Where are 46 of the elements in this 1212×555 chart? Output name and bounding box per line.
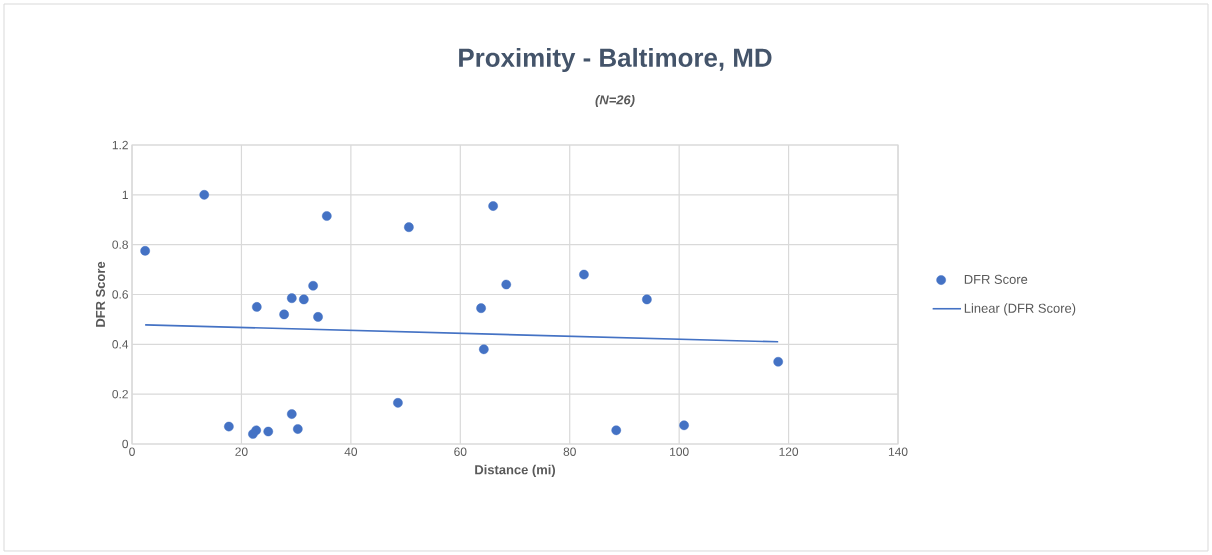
point: [251, 302, 262, 312]
x-tick-label: 40: [344, 447, 358, 456]
point: [263, 426, 274, 437]
point: [479, 344, 489, 355]
point: [293, 424, 303, 434]
point: [679, 420, 689, 431]
point: [140, 246, 150, 256]
chart-title: Proximity - Baltimore, MD: [459, 47, 772, 73]
point: [308, 280, 318, 291]
y-tick-label: 1.2: [112, 140, 128, 150]
point: [393, 398, 403, 408]
y-tick-label: 0.4: [112, 340, 129, 349]
x-tick-label: 20: [235, 447, 248, 456]
y-tick-label: 0: [122, 439, 129, 449]
x-axis-title: Distance (mi): [475, 464, 556, 477]
point: [642, 294, 652, 305]
legend-label: DFR Score: [964, 274, 1028, 284]
y-tick-label: 0.2: [112, 389, 128, 399]
point: [286, 409, 297, 419]
point: [322, 211, 332, 221]
x-tick-label: 60: [454, 447, 467, 456]
point: [286, 293, 297, 304]
x-tick-label: 80: [563, 447, 576, 456]
x-tick-label: 120: [779, 447, 799, 456]
point: [199, 190, 210, 200]
legend-label: Linear (DFR Score): [964, 303, 1076, 316]
y-tick-label: 0.6: [112, 290, 128, 299]
point: [501, 279, 512, 290]
point: [611, 425, 622, 436]
y-axis-title: DFR Score: [95, 261, 106, 327]
chart-subtitle: (N=26): [595, 94, 635, 108]
point: [773, 356, 783, 367]
point: [224, 421, 234, 432]
point: [404, 222, 414, 233]
point: [313, 312, 323, 322]
point: [299, 294, 309, 305]
point: [476, 303, 486, 313]
point: [579, 269, 589, 280]
x-tick-label: 140: [888, 447, 908, 456]
x-tick-label: 100: [670, 447, 689, 456]
y-tick-label: 1: [122, 190, 128, 199]
point: [488, 201, 498, 211]
x-tick-label: 0: [129, 447, 135, 456]
point: [248, 429, 258, 439]
y-tick-label: 0.8: [112, 240, 128, 249]
point: [279, 309, 289, 320]
